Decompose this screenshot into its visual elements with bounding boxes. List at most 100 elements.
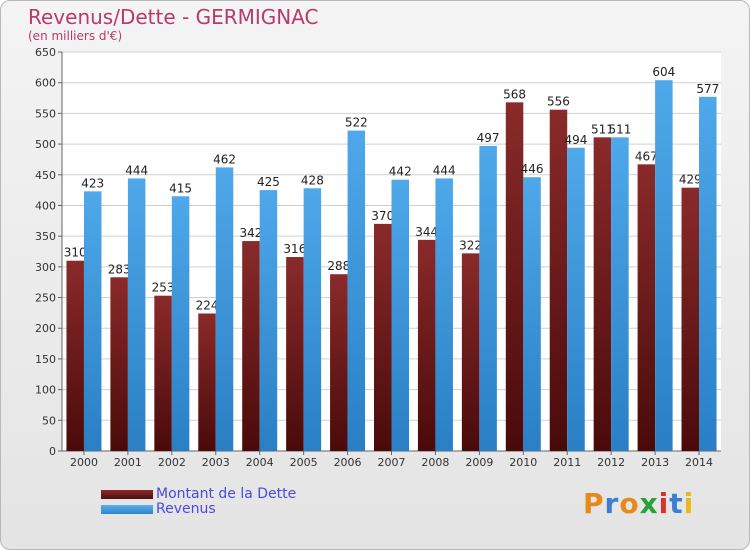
bar-revenus (699, 96, 717, 452)
legend-label-dette: Montant de la Dette (156, 486, 297, 502)
bar-revenus (127, 178, 146, 451)
legend-swatch-revenus (101, 505, 153, 514)
x-tick-label: 2009 (465, 456, 493, 469)
bar-dette (637, 164, 656, 451)
bar-revenus (391, 179, 409, 451)
bar-revenus (655, 80, 673, 451)
data-label-dette: 467 (635, 149, 658, 163)
data-label-dette: 556 (547, 95, 570, 109)
x-tick-label: 2002 (158, 456, 186, 469)
y-tick-label: 600 (35, 77, 56, 90)
bar-dette (154, 295, 172, 451)
data-label-revenus: 423 (81, 176, 104, 190)
logo-letter: x (639, 487, 659, 520)
data-label-dette: 342 (239, 226, 262, 240)
data-label-dette: 344 (415, 225, 438, 239)
proxiti-logo[interactable]: Proxiti (583, 487, 694, 520)
x-tick-label: 2011 (553, 456, 581, 469)
data-label-dette: 322 (459, 238, 482, 252)
data-label-revenus: 428 (301, 173, 324, 187)
legend-label-revenus: Revenus (156, 501, 216, 517)
y-tick-label: 50 (42, 414, 56, 427)
bar-revenus (435, 178, 453, 451)
bar-dette (417, 239, 436, 451)
bar-revenus (215, 167, 234, 451)
y-tick-label: 0 (49, 445, 56, 458)
y-tick-label: 350 (35, 230, 56, 243)
data-label-dette: 224 (196, 298, 219, 312)
y-tick-label: 200 (35, 322, 56, 335)
bar-dette (461, 253, 480, 451)
x-tick-label: 2014 (685, 456, 713, 469)
data-label-revenus: 415 (169, 181, 192, 195)
bar-revenus (303, 188, 322, 451)
bar-dette (66, 260, 84, 451)
bar-dette (242, 241, 260, 451)
bar-revenus (567, 147, 585, 451)
data-label-revenus: 442 (389, 165, 412, 179)
bar-revenus (523, 177, 541, 451)
logo-letter: i (658, 487, 670, 520)
bar-revenus (347, 130, 366, 451)
data-label-dette: 316 (283, 242, 306, 256)
y-tick-label: 100 (35, 384, 56, 397)
data-label-dette: 310 (64, 246, 87, 260)
x-tick-label: 2007 (378, 456, 406, 469)
data-label-revenus: 497 (477, 131, 500, 145)
data-label-dette: 370 (371, 209, 394, 223)
data-label-revenus: 444 (433, 163, 456, 177)
legend-swatch-dette (101, 490, 153, 499)
x-tick-label: 2006 (334, 456, 362, 469)
bar-dette (549, 109, 568, 451)
y-tick-label: 400 (35, 199, 56, 212)
bar-revenus (479, 145, 497, 451)
x-tick-label: 2001 (114, 456, 142, 469)
bar-dette (505, 102, 524, 451)
bar-revenus (171, 196, 190, 451)
bar-dette (593, 137, 612, 451)
logo-letter: t (669, 487, 684, 520)
chart-subtitle: (en milliers d'€) (28, 29, 123, 43)
data-label-revenus: 604 (652, 65, 675, 79)
logo-letter: P (583, 487, 605, 520)
data-label-revenus: 462 (213, 152, 236, 166)
data-label-revenus: 494 (565, 133, 588, 147)
data-label-revenus: 425 (257, 175, 280, 189)
data-label-revenus: 577 (696, 82, 719, 96)
y-tick-label: 150 (35, 353, 56, 366)
x-tick-label: 2008 (421, 456, 449, 469)
data-label-dette: 288 (327, 259, 350, 273)
x-tick-label: 2004 (246, 456, 274, 469)
x-tick-label: 2005 (290, 456, 318, 469)
y-tick-label: 300 (35, 261, 56, 274)
y-tick-label: 500 (35, 138, 56, 151)
data-label-revenus: 446 (521, 162, 544, 176)
logo-letter: i (683, 487, 695, 520)
bar-dette (110, 277, 128, 451)
data-label-revenus: 444 (125, 163, 148, 177)
x-tick-label: 2000 (70, 456, 98, 469)
y-tick-label: 650 (35, 46, 56, 59)
data-label-dette: 429 (679, 173, 702, 187)
data-label-dette: 511 (591, 122, 614, 136)
bar-revenus (259, 190, 278, 451)
bar-dette (330, 274, 348, 451)
logo-letter: r (604, 487, 620, 520)
x-tick-label: 2003 (202, 456, 230, 469)
logo-letter: o (619, 487, 640, 520)
data-label-dette: 253 (152, 281, 175, 295)
data-label-revenus: 511 (608, 122, 631, 136)
x-tick-label: 2013 (641, 456, 669, 469)
y-tick-label: 450 (35, 169, 56, 182)
bar-dette (286, 257, 304, 451)
bar-revenus (611, 137, 629, 451)
bar-revenus (83, 191, 102, 451)
x-tick-label: 2010 (509, 456, 537, 469)
x-tick-label: 2012 (597, 456, 625, 469)
bar-dette (198, 313, 216, 451)
bar-dette (374, 223, 392, 451)
chart-title: Revenus/Dette - GERMIGNAC (28, 5, 319, 29)
bar-dette (681, 187, 700, 451)
